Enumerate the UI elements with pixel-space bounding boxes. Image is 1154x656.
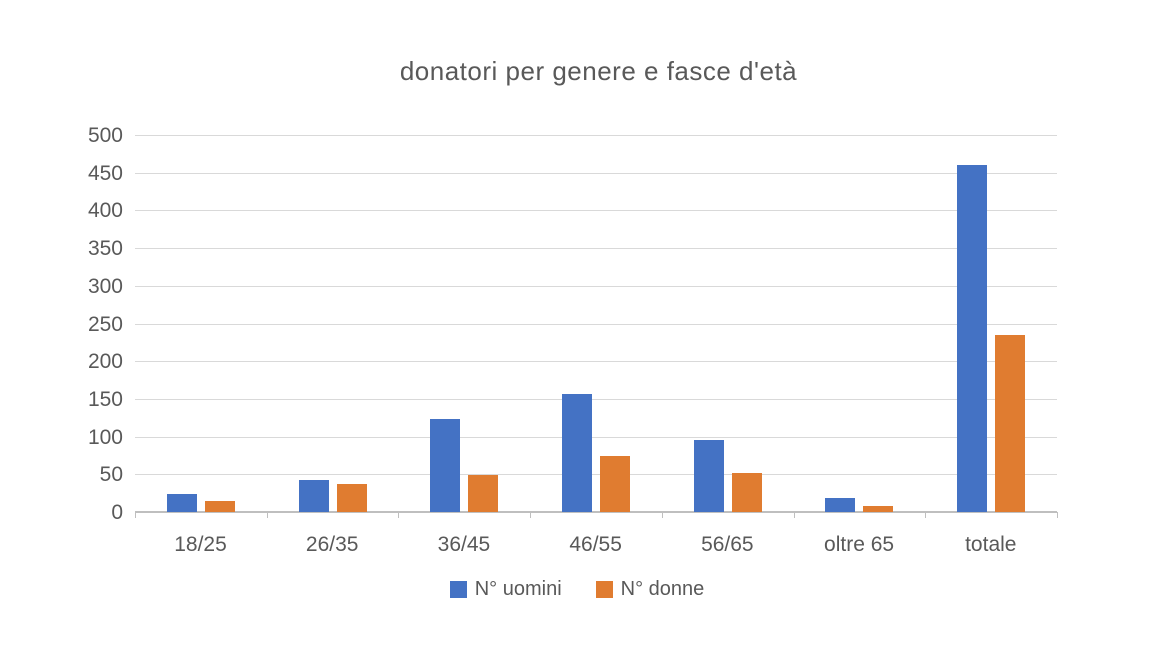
bar-uomini-18-25[interactable] [166, 493, 197, 512]
axis-tick [925, 512, 927, 518]
bar-uomini-56-65[interactable] [693, 440, 724, 512]
axis-tick [398, 512, 400, 518]
legend-label-uomini: N° uomini [474, 578, 562, 600]
x-axis-label-oltre-65: oltre 65 [824, 533, 895, 556]
bar-uomini-36-45[interactable] [430, 418, 461, 512]
bar-uomini-46-55[interactable] [562, 393, 592, 512]
gridline [135, 285, 1057, 287]
axis-tick [1057, 512, 1058, 518]
y-axis-label: 400 [87, 199, 123, 223]
bar-donne-18-25[interactable] [204, 500, 235, 512]
gridline [135, 135, 1057, 136]
bar-uomini-totale[interactable] [957, 165, 988, 512]
axis-tick [266, 512, 268, 518]
x-axis-label-totale: totale [965, 533, 1017, 556]
gridline [135, 248, 1057, 250]
x-axis-label-36-45: 36/45 [437, 533, 491, 556]
chart-title: donatori per genere e fasce d'età [399, 56, 798, 86]
y-axis-label: 100 [87, 425, 123, 449]
bar-donne-46-55[interactable] [600, 456, 630, 512]
legend-label-donne: N° donne [620, 578, 705, 600]
legend-swatch-donne [595, 581, 613, 598]
chart-legend: N° uomini N° donne [0, 578, 1154, 601]
axis-tick [530, 512, 532, 518]
bar-donne-26-35[interactable] [336, 484, 367, 512]
gridline [135, 172, 1057, 174]
y-axis-label: 500 [87, 124, 123, 147]
gridline [135, 210, 1057, 212]
bar-donne-36-45[interactable] [468, 475, 499, 512]
y-axis-label: 150 [87, 387, 123, 411]
legend-item-uomini[interactable]: N° uomini [449, 578, 562, 601]
bar-uomini-oltre-65[interactable] [825, 498, 856, 512]
x-axis-label-56-65: 56/65 [701, 533, 754, 556]
gridline [135, 323, 1057, 325]
legend-swatch-uomini [449, 581, 467, 598]
y-axis-label: 50 [99, 463, 123, 487]
axis-tick [793, 512, 795, 518]
gridline [135, 436, 1057, 438]
x-axis-label-18-25: 18/25 [174, 533, 227, 556]
y-axis-label: 300 [87, 274, 123, 298]
plot-area: 0 50 100 150 200 250 300 350 400 450 500 18/25 26/35… [88, 125, 1058, 556]
bar-donne-56-65[interactable] [731, 472, 762, 512]
x-axis-line [135, 511, 1057, 513]
axis-tick [661, 512, 663, 518]
gridline [135, 361, 1057, 363]
legend-item-donne[interactable]: N° donne [595, 578, 705, 601]
gridline [135, 474, 1057, 476]
bar-donne-totale[interactable] [995, 334, 1026, 512]
y-axis-label: 0 [111, 501, 123, 524]
x-axis-label-26-35: 26/35 [305, 533, 359, 556]
bar-donne-oltre-65[interactable] [863, 505, 894, 512]
y-axis-label: 350 [87, 237, 123, 261]
y-axis-label: 450 [87, 161, 123, 185]
gridline [135, 398, 1057, 400]
y-axis-label: 250 [87, 312, 123, 336]
bar-uomini-26-35[interactable] [298, 480, 329, 512]
y-axis-label: 200 [87, 350, 123, 374]
x-axis-label-46-55: 46/55 [569, 533, 622, 556]
axis-tick [135, 512, 136, 518]
